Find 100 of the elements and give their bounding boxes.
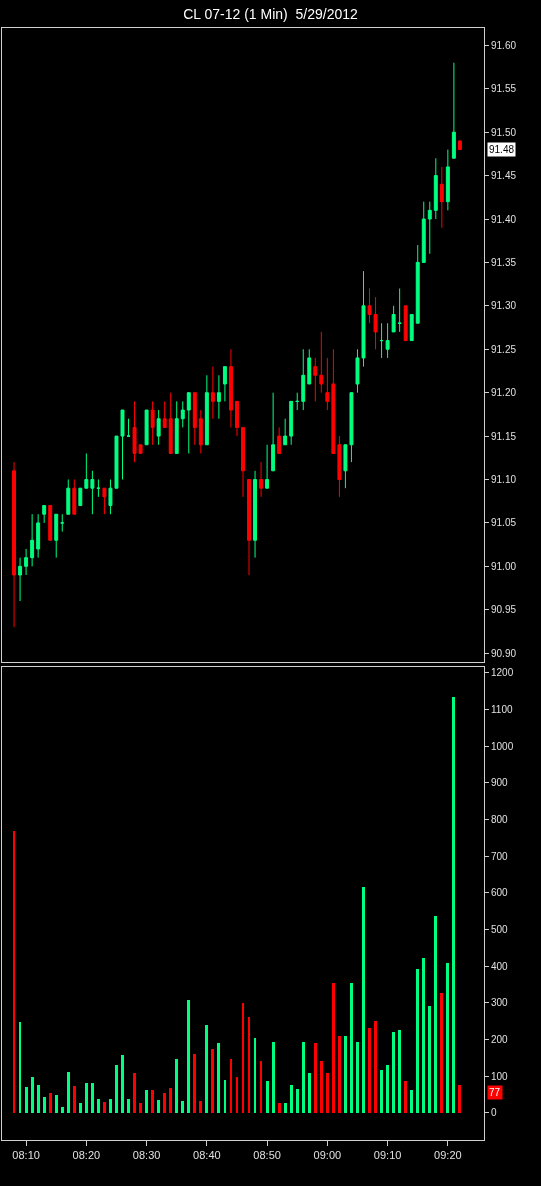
text: 77 [489, 1087, 501, 1098]
candlestick [445, 149, 450, 211]
bar [230, 1058, 232, 1113]
candlestick [289, 400, 294, 446]
bar [55, 1094, 58, 1113]
candlestick [66, 479, 71, 515]
bar [115, 1064, 118, 1113]
y-tick-label: 91.10 [491, 474, 517, 485]
bar [332, 982, 335, 1113]
bar [103, 1101, 106, 1113]
candlestick [150, 400, 155, 446]
bar [97, 1098, 100, 1113]
bar [410, 1089, 413, 1113]
bar [224, 1079, 226, 1113]
bar [163, 1092, 166, 1113]
candlestick [156, 409, 161, 446]
candlestick [235, 400, 239, 437]
candlestick [36, 513, 41, 559]
candlestick [210, 366, 215, 420]
candlestick [222, 366, 227, 402]
candlestick [24, 548, 29, 576]
candlestick [277, 426, 282, 454]
candlestick [30, 513, 35, 567]
y-tick-label: 800 [491, 814, 509, 826]
candlestick [295, 392, 300, 411]
bar [254, 1037, 256, 1113]
candlestick [433, 157, 438, 220]
y-tick-label: 91.40 [491, 213, 517, 225]
candlestick [12, 461, 17, 628]
bar [302, 1041, 305, 1113]
y-tick-label: 91.45 [491, 170, 517, 182]
candlestick [162, 400, 167, 428]
candlestick [391, 305, 396, 333]
y-tick-label: 600 [491, 887, 509, 899]
bar [169, 1087, 172, 1113]
bar [362, 886, 365, 1113]
bar [392, 1031, 395, 1113]
y-tick-label: 91.05 [491, 517, 517, 529]
candlestick [415, 244, 420, 324]
bar [434, 915, 437, 1113]
y-tick-label: 90.90 [491, 647, 517, 659]
candlestick [397, 287, 402, 333]
x-tick-label: 08:30 [132, 1149, 161, 1162]
bar [458, 1084, 461, 1113]
chart-title: CL 07-12 (1 Min) 5/29/2012 [183, 6, 358, 23]
bar [13, 830, 15, 1113]
bar [31, 1076, 34, 1113]
candlestick [90, 470, 95, 515]
y-tick-label: 90.95 [491, 604, 517, 616]
candlestick [325, 357, 330, 411]
y-tick-label: 700 [491, 850, 509, 862]
bar [446, 962, 449, 1113]
x-tick-label: 08:50 [253, 1149, 281, 1162]
candlestick [180, 400, 185, 428]
bar [308, 1072, 311, 1113]
y-tick-label: 0 [491, 1107, 497, 1119]
x-tick-label: 09:00 [313, 1149, 342, 1162]
candlestick [313, 357, 318, 402]
candlestick [18, 557, 23, 602]
bar [67, 1071, 70, 1113]
bar [205, 1024, 208, 1113]
bar [422, 957, 425, 1113]
bar [139, 1102, 142, 1113]
bar [356, 1041, 359, 1113]
y-tick-label: 91.60 [491, 39, 517, 51]
candlestick [192, 392, 197, 446]
candlestick [198, 409, 203, 454]
candlestick [403, 305, 408, 342]
y-tick-label: 91.15 [491, 430, 517, 442]
bar [260, 1060, 262, 1113]
bar [440, 992, 443, 1113]
candlestick [301, 348, 306, 411]
candlestick [42, 505, 47, 524]
candlestick [54, 513, 59, 559]
y-tick-label: 91.25 [491, 343, 517, 355]
bar [338, 1035, 341, 1113]
candlestick [48, 505, 53, 541]
y-tick-label: 200 [491, 1034, 509, 1046]
bar [187, 999, 190, 1113]
bar [151, 1089, 154, 1113]
candlestick [72, 479, 77, 515]
y-tick-label: 91.50 [491, 126, 517, 138]
candlestick [307, 348, 312, 385]
candlestick [102, 487, 107, 515]
y-tick-label: 500 [491, 924, 509, 936]
y-tick-label: 91.00 [491, 560, 517, 572]
candlestick [271, 392, 276, 472]
bar [217, 1042, 220, 1113]
bar [109, 1098, 112, 1113]
x-tick-label: 08:10 [12, 1149, 40, 1162]
bar [91, 1082, 94, 1113]
candlestick [60, 513, 65, 533]
candlestick [259, 461, 264, 498]
bar [85, 1082, 88, 1113]
y-tick-label: 300 [491, 997, 509, 1009]
candlestick [228, 348, 233, 428]
bar [326, 1072, 329, 1113]
bar [296, 1088, 299, 1113]
x-tick-label: 09:20 [434, 1149, 462, 1162]
bar [236, 1076, 238, 1113]
